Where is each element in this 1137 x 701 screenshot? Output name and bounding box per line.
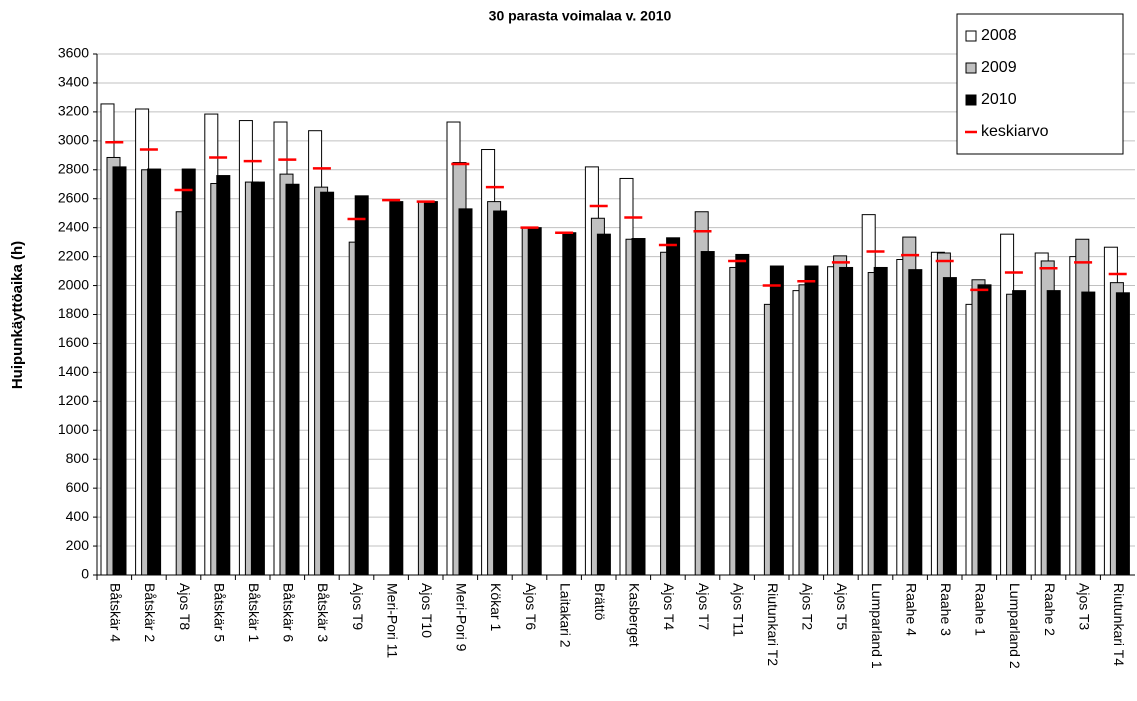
x-tick-label: Brättö — [592, 583, 608, 621]
bar — [1115, 292, 1130, 576]
bar — [769, 265, 784, 576]
x-tick-label: Lumparland 2 — [1007, 583, 1023, 669]
x-tick-label: Båtskär 1 — [246, 583, 262, 642]
bar — [527, 227, 542, 576]
y-tick-label: 2000 — [58, 276, 89, 292]
x-tick-label: Raahe 1 — [973, 583, 989, 636]
bar — [735, 253, 750, 576]
y-tick-label: 0 — [81, 566, 89, 582]
y-tick-label: 200 — [66, 537, 90, 553]
x-tick-label: Ajos T11 — [730, 583, 746, 637]
bar — [908, 269, 923, 576]
legend-symbol — [965, 62, 977, 74]
x-tick-label: Meri-Pori 9 — [454, 583, 470, 652]
bar — [181, 168, 196, 576]
y-tick-label: 2400 — [58, 218, 89, 234]
x-tick-label: Meri-Pori 11 — [384, 583, 400, 658]
bar — [562, 232, 577, 576]
legend-label: 2010 — [981, 91, 1017, 108]
x-tick-label: Riutunkari T4 — [1111, 583, 1127, 666]
bar — [493, 210, 508, 576]
y-tick-label: 600 — [66, 479, 90, 495]
chart-title: 30 parasta voimalaa v. 2010 — [489, 8, 672, 24]
bar — [147, 168, 162, 576]
y-tick-label: 1800 — [58, 305, 89, 321]
x-tick-label: Raahe 2 — [1042, 583, 1058, 636]
y-tick-label: 1400 — [58, 363, 89, 379]
bar — [977, 284, 992, 576]
bar — [285, 183, 300, 576]
y-tick-label: 1600 — [58, 334, 89, 350]
x-tick-label: Riutunkari T2 — [765, 583, 781, 666]
bar — [666, 237, 681, 576]
x-tick-label: Ajos T7 — [696, 583, 712, 630]
x-tick-label: Ajos T3 — [1076, 583, 1092, 630]
bar — [1012, 290, 1027, 576]
x-tick-label: Lumparland 1 — [869, 583, 885, 669]
x-tick-label: Båtskär 3 — [315, 583, 331, 642]
y-tick-label: 3000 — [58, 132, 89, 148]
bar — [112, 166, 127, 576]
x-tick-label: Ajos T4 — [661, 583, 677, 630]
y-tick-label: 3200 — [58, 103, 89, 119]
legend-box — [956, 13, 1124, 155]
x-tick-label: Ajos T9 — [350, 583, 366, 630]
bar — [389, 201, 404, 576]
bar — [631, 238, 646, 576]
x-tick-label: Ajos T10 — [419, 583, 435, 638]
bar — [596, 233, 611, 576]
bar — [942, 277, 957, 576]
y-tick-label: 400 — [66, 508, 90, 524]
legend-label: 2008 — [981, 27, 1017, 44]
y-tick-label: 3400 — [58, 74, 89, 90]
x-tick-label: Laitakari 2 — [557, 583, 573, 648]
legend-label: keskiarvo — [981, 123, 1049, 140]
x-tick-label: Raahe 3 — [938, 583, 954, 636]
y-tick-label: 800 — [66, 450, 90, 466]
x-tick-label: Kökar 1 — [488, 583, 504, 631]
x-tick-label: Kasberget — [627, 583, 643, 647]
bar — [1046, 290, 1061, 576]
x-tick-label: Ajos T6 — [523, 583, 539, 630]
bar — [216, 175, 231, 576]
bar — [1081, 291, 1096, 576]
bar — [839, 266, 854, 576]
bar — [354, 195, 369, 576]
legend-symbol — [965, 30, 977, 42]
y-axis-label: Huipunkäyttöaika (h) — [9, 241, 26, 389]
y-tick-label: 2200 — [58, 247, 89, 263]
bar — [458, 208, 473, 576]
x-tick-label: Ajos T2 — [800, 583, 816, 630]
x-tick-label: Ajos T8 — [177, 583, 193, 630]
y-tick-label: 1200 — [58, 392, 89, 408]
y-tick-label: 1000 — [58, 421, 89, 437]
x-tick-label: Båtskär 4 — [108, 583, 124, 642]
x-tick-label: Båtskär 2 — [142, 583, 158, 642]
x-tick-label: Ajos T5 — [834, 583, 850, 630]
y-tick-label: 2600 — [58, 189, 89, 205]
bar — [700, 251, 715, 576]
bar — [320, 191, 335, 576]
legend-label: 2009 — [981, 59, 1017, 76]
bar — [250, 181, 265, 576]
bar — [423, 201, 438, 576]
x-tick-label: Raahe 4 — [903, 583, 919, 636]
x-tick-label: Båtskär 6 — [281, 583, 297, 642]
legend-symbol — [965, 94, 977, 106]
x-tick-label: Båtskär 5 — [211, 583, 227, 642]
bar — [804, 265, 819, 576]
y-tick-label: 3600 — [58, 45, 89, 61]
y-tick-label: 2800 — [58, 160, 89, 176]
bar — [873, 266, 888, 576]
